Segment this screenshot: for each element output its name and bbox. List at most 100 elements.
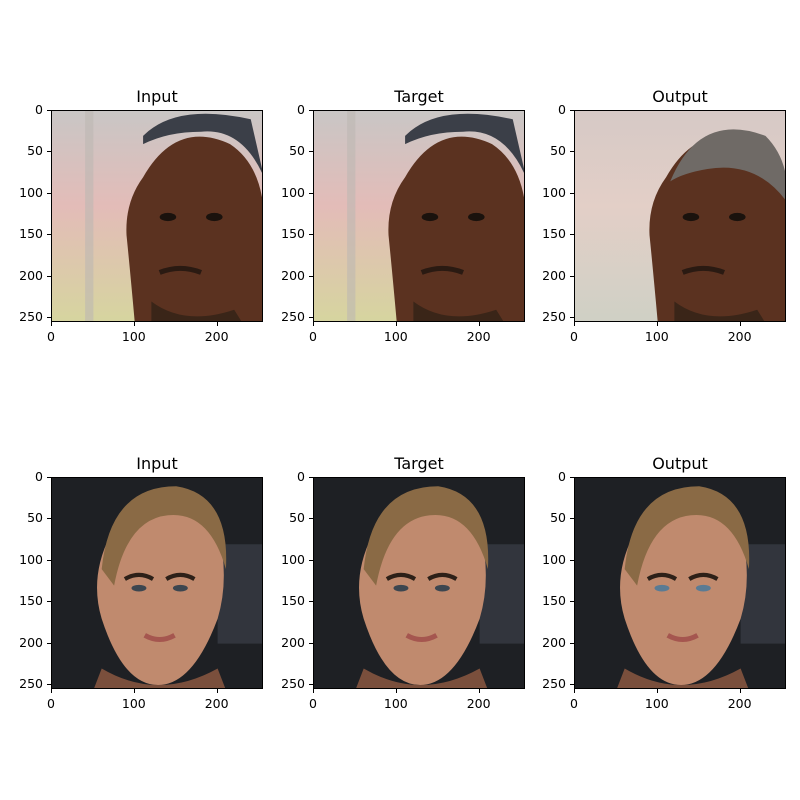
y-tick-label: 150: [281, 226, 305, 242]
y-tick-label: 100: [19, 551, 43, 567]
y-tick-mark: [309, 234, 313, 236]
panel-title: Output: [652, 454, 708, 473]
y-tick-label: 0: [35, 102, 43, 117]
x-tick-mark: [216, 689, 218, 693]
x-tick-label: 0: [309, 329, 317, 344]
y-tick-mark: [47, 684, 51, 686]
y-tick-mark: [570, 234, 574, 236]
y-tick-label: 50: [289, 510, 305, 526]
x-tick-mark: [656, 689, 658, 693]
x-tick-label: 0: [47, 696, 55, 711]
image-axes: [313, 477, 525, 689]
y-tick-label: 250: [19, 676, 43, 692]
y-tick-label: 200: [542, 267, 566, 283]
y-tick-mark: [570, 601, 574, 603]
panel-title: Input: [136, 87, 178, 106]
x-tick-mark: [739, 322, 741, 326]
y-tick-label: 0: [558, 469, 566, 484]
y-tick-label: 250: [281, 676, 305, 692]
y-tick-mark: [570, 642, 574, 644]
x-tick-mark: [133, 689, 135, 693]
generated-portrait-image: [575, 478, 785, 688]
x-tick-label: 0: [47, 329, 55, 344]
y-tick-label: 200: [281, 267, 305, 283]
portrait-image: [314, 478, 524, 688]
x-tick-label: 200: [466, 329, 491, 344]
y-tick-label: 200: [19, 267, 43, 283]
y-tick-mark: [309, 559, 313, 561]
y-tick-label: 100: [542, 551, 566, 567]
y-tick-mark: [570, 151, 574, 153]
y-tick-label: 0: [35, 469, 43, 484]
x-tick-label: 100: [644, 329, 669, 344]
y-tick-mark: [309, 477, 313, 478]
y-tick-label: 250: [281, 309, 305, 325]
y-tick-mark: [47, 192, 51, 194]
y-tick-label: 150: [542, 226, 566, 242]
y-tick-label: 150: [19, 226, 43, 242]
x-tick-mark: [739, 689, 741, 693]
y-tick-mark: [570, 684, 574, 686]
y-tick-mark: [570, 477, 574, 478]
y-tick-mark: [47, 275, 51, 277]
y-tick-label: 100: [19, 184, 43, 200]
y-tick-mark: [309, 642, 313, 644]
x-tick-label: 0: [309, 696, 317, 711]
y-tick-label: 50: [289, 143, 305, 159]
y-tick-label: 0: [558, 102, 566, 117]
x-tick-mark: [133, 322, 135, 326]
y-tick-mark: [570, 559, 574, 561]
portrait-image: [52, 111, 262, 321]
portrait-image: [52, 478, 262, 688]
y-tick-label: 50: [550, 143, 566, 159]
x-tick-mark: [313, 322, 314, 326]
y-tick-label: 100: [281, 184, 305, 200]
y-tick-mark: [309, 684, 313, 686]
y-tick-label: 250: [19, 309, 43, 325]
image-axes: [313, 110, 525, 322]
x-tick-label: 200: [727, 329, 752, 344]
y-tick-label: 200: [19, 634, 43, 650]
y-tick-label: 150: [281, 593, 305, 609]
y-tick-mark: [47, 601, 51, 603]
y-tick-mark: [570, 275, 574, 277]
x-tick-label: 100: [644, 696, 669, 711]
y-tick-mark: [47, 477, 51, 478]
y-tick-mark: [309, 317, 313, 319]
y-tick-mark: [47, 559, 51, 561]
y-tick-mark: [309, 110, 313, 111]
panel-title: Input: [136, 454, 178, 473]
y-tick-mark: [47, 518, 51, 520]
y-tick-label: 250: [542, 676, 566, 692]
image-axes: [574, 477, 786, 689]
y-tick-label: 50: [27, 510, 43, 526]
x-tick-label: 100: [121, 329, 146, 344]
x-tick-mark: [313, 689, 314, 693]
x-tick-label: 200: [204, 329, 229, 344]
y-tick-label: 50: [550, 510, 566, 526]
y-tick-label: 200: [281, 634, 305, 650]
y-tick-mark: [47, 317, 51, 319]
y-tick-mark: [47, 642, 51, 644]
y-tick-mark: [47, 110, 51, 111]
image-axes: [51, 110, 263, 322]
x-tick-mark: [216, 322, 218, 326]
x-tick-label: 200: [204, 696, 229, 711]
x-tick-mark: [395, 689, 397, 693]
x-tick-mark: [51, 689, 52, 693]
image-axes: [574, 110, 786, 322]
y-tick-label: 200: [542, 634, 566, 650]
y-tick-label: 50: [27, 143, 43, 159]
y-tick-label: 0: [297, 102, 305, 117]
x-tick-mark: [478, 689, 480, 693]
y-tick-mark: [570, 192, 574, 194]
x-tick-mark: [478, 322, 480, 326]
y-tick-label: 250: [542, 309, 566, 325]
x-tick-label: 0: [570, 696, 578, 711]
y-tick-label: 0: [297, 469, 305, 484]
y-tick-mark: [309, 518, 313, 520]
x-tick-mark: [574, 322, 575, 326]
x-tick-label: 0: [570, 329, 578, 344]
y-tick-label: 100: [542, 184, 566, 200]
x-tick-mark: [574, 689, 575, 693]
